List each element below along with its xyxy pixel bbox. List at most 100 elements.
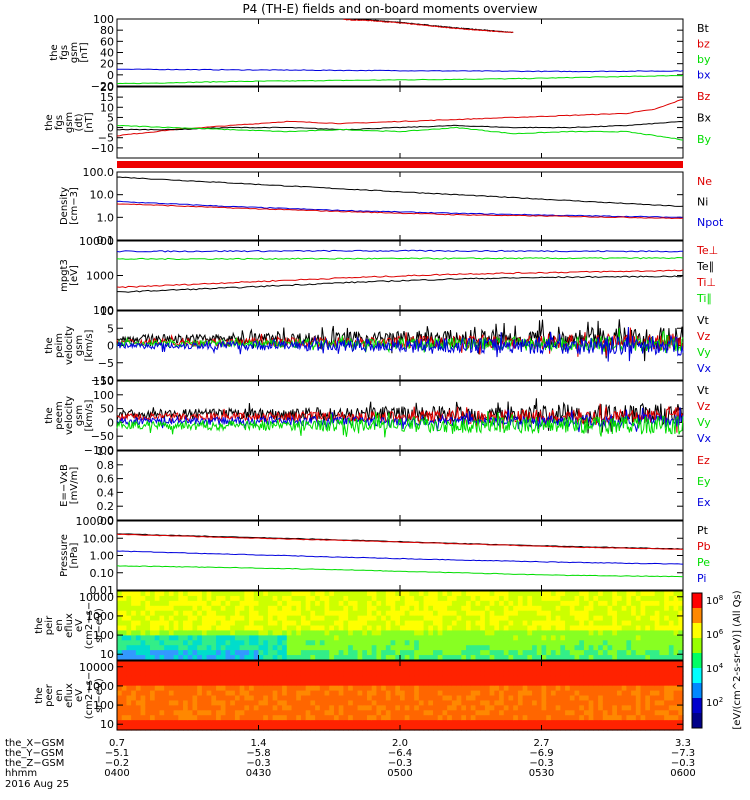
y-tick-label: −20 (91, 80, 114, 93)
y-tick-label: 1000 (86, 680, 114, 693)
colorbar-segment (692, 713, 702, 729)
series-p8-2 (116, 550, 684, 565)
y-tick-label: 15 (100, 91, 114, 104)
time-axis-value: −0.3 (388, 758, 412, 769)
y-axis-label: fgs (59, 45, 70, 60)
time-axis-value: 0500 (387, 768, 412, 779)
time-axis-value: 1.4 (251, 738, 267, 749)
y-tick-label: 20 (100, 81, 114, 94)
y-axis-label: the (44, 114, 55, 130)
colorbar-segment (692, 638, 702, 654)
y-axis-label: peem (54, 401, 65, 429)
time-axis-value: 0530 (529, 768, 554, 779)
y-axis-label: velocity (64, 326, 75, 365)
series-p3-1 (116, 200, 684, 219)
panel-frame (116, 450, 684, 521)
time-axis-value: −6.4 (388, 748, 412, 759)
time-axis-value: −0.3 (671, 758, 695, 769)
y-tick-label: 100.00 (76, 515, 115, 528)
y-tick-label: 20 (100, 58, 114, 71)
colorbar-tick: 106 (706, 628, 724, 641)
panel-p7: 1.00.80.60.40.20.0 E=−VxB [mV/m] Ez Ey Ex (59, 445, 711, 527)
y-axis-label: mpgt3 (59, 259, 70, 292)
series-p2-0 (116, 98, 684, 137)
y-axis-label: velocity (64, 396, 75, 435)
series-p3-2 (116, 203, 684, 220)
y-axis-label: eV (74, 619, 85, 632)
y-tick-label: 100 (93, 13, 114, 26)
time-axis-value: −0.3 (246, 758, 270, 769)
legend-entry: by (697, 53, 711, 66)
legend-entry: bx (697, 69, 711, 82)
panel-frame (116, 520, 684, 591)
y-tick-label: 0 (107, 69, 114, 82)
y-axis-label: (cm2−s− (84, 602, 95, 649)
time-axis-row-label: the_Y−GSM (5, 748, 64, 759)
date-label: 2016 Aug 25 (5, 779, 69, 790)
legend-entry: Ti⊥ (696, 276, 716, 289)
colorbar-segment (692, 698, 702, 714)
time-axis-value: −5.1 (105, 748, 129, 759)
y-tick-label: −5 (98, 357, 114, 370)
panel-frame (116, 18, 684, 87)
y-tick-label: 100 (93, 699, 114, 712)
legend-entry: Ex (697, 496, 711, 509)
y-axis-label: eV (74, 689, 85, 702)
y-axis-label: peir (44, 615, 55, 635)
time-axis-value: −7.3 (671, 748, 695, 759)
legend-entry: By (697, 133, 712, 146)
y-axis-label: [nT] (79, 42, 90, 62)
y-tick-label: 0.8 (97, 459, 115, 472)
y-tick-label: 40 (100, 47, 114, 60)
time-axis-row-label: hhmm (5, 768, 37, 779)
legend-entry: Pb (697, 540, 711, 553)
time-axis-value: −0.3 (529, 758, 553, 769)
y-tick-label: 100 (93, 389, 114, 402)
legend-entry: Ne (697, 175, 712, 188)
series-p5-0 (116, 319, 684, 362)
legend-entry: Pe (697, 556, 710, 569)
legend-entry: Pi (697, 572, 706, 585)
legend-entry: Vt (697, 384, 710, 397)
panel-p10: 10000 1000 100 10 the peer en eflux eV (cm2−s− sr−… (34, 660, 684, 731)
panel-p5: 10 5 0 −5 −10 the peim velocity gsm [km/s] Vt Vz Vy V… (44, 305, 712, 387)
series-p5-3 (116, 326, 684, 362)
y-axis-label: fgs (54, 115, 65, 130)
y-tick-label: 10 (100, 718, 114, 731)
y-tick-label: 0 (107, 122, 114, 135)
legend-entry: Vz (697, 400, 711, 413)
y-tick-label: 60 (100, 35, 114, 48)
y-axis-label: [nT] (84, 112, 95, 132)
panel-p9: 10000 1000 100 10 the peir en eflux eV (cm2−s− sr−… (34, 590, 684, 661)
y-tick-label: 5 (107, 111, 114, 124)
y-axis-label: [nPa] (69, 542, 80, 568)
legend-entry: Bt (697, 22, 710, 35)
y-tick-label: −100 (84, 444, 114, 457)
panel-frame (116, 86, 684, 159)
y-tick-label: 0 (107, 416, 114, 429)
y-axis-label: (cm2−s− (84, 672, 95, 719)
y-axis-label: en (54, 619, 65, 632)
y-axis-label: sr−eV) (94, 608, 105, 643)
y-tick-label: 50 (100, 403, 114, 416)
y-axis-label: sr−eV) (94, 678, 105, 713)
y-axis-label: the (34, 687, 45, 703)
y-axis-label: [eV] (69, 265, 80, 286)
y-axis-label: the (44, 337, 55, 353)
y-axis-label: Pressure (59, 534, 70, 577)
y-axis-label: [cm−3] (69, 187, 80, 225)
y-axis-label: gsm (69, 42, 80, 63)
series-p1-2 (116, 74, 684, 85)
y-axis-label: gsm (64, 112, 75, 133)
panel-p3: 100.0 10.0 1.0 0.1 Density [cm−3] Ne Ni Npot (59, 166, 724, 247)
colorbar-segment (692, 593, 702, 609)
time-axis-value: 0400 (104, 768, 129, 779)
legend-entry: Te∥ (696, 260, 714, 273)
series-p6-0 (116, 398, 684, 434)
legend-entry: Vx (697, 362, 712, 375)
legend-entry: Ti∥ (696, 292, 712, 305)
y-axis-label: the (44, 407, 55, 423)
